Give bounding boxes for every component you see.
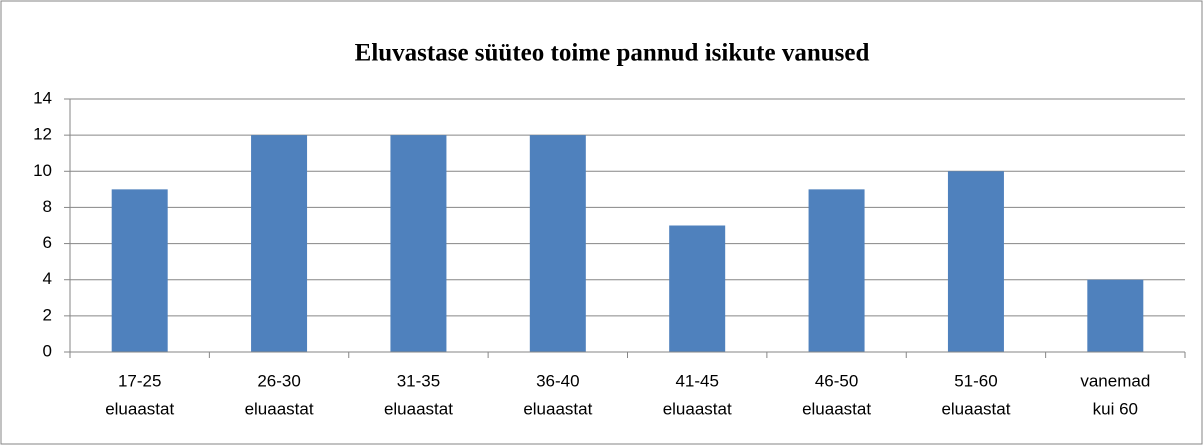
x-tick-label: eluaastat [802,399,871,418]
y-tick-label: 4 [43,269,52,288]
y-tick-label: 0 [43,341,52,360]
bar [111,189,168,352]
bar [251,135,308,352]
y-tick-label: 14 [33,88,52,107]
bar [669,225,726,352]
x-tick-label: eluaastat [523,399,592,418]
x-tick-label: kui 60 [1093,399,1138,418]
x-tick-label: eluaastat [105,399,174,418]
bar [1087,279,1144,352]
x-tick-label: 51-60 [954,371,997,390]
x-tick-label: 26-30 [257,371,300,390]
y-tick-label: 12 [33,125,52,144]
x-tick-label: 31-35 [397,371,440,390]
x-tick-label: eluaastat [941,399,1010,418]
x-tick-label: vanemad [1080,371,1150,390]
bar [529,135,586,352]
x-tick-label: 41-45 [675,371,718,390]
x-tick-label: eluaastat [245,399,314,418]
y-tick-label: 10 [33,161,52,180]
bar [390,135,447,352]
x-tick-label: 36-40 [536,371,579,390]
y-tick-label: 2 [43,305,52,324]
x-tick-label: eluaastat [384,399,453,418]
x-tick-label: eluaastat [663,399,732,418]
y-tick-label: 6 [43,233,52,252]
x-tick-label: 17-25 [118,371,161,390]
bar [947,171,1004,352]
x-tick-label: 46-50 [815,371,858,390]
chart-title: Eluvastase süüteo toime pannud isikute v… [355,40,870,67]
bar [808,189,865,352]
y-tick-label: 8 [43,197,52,216]
